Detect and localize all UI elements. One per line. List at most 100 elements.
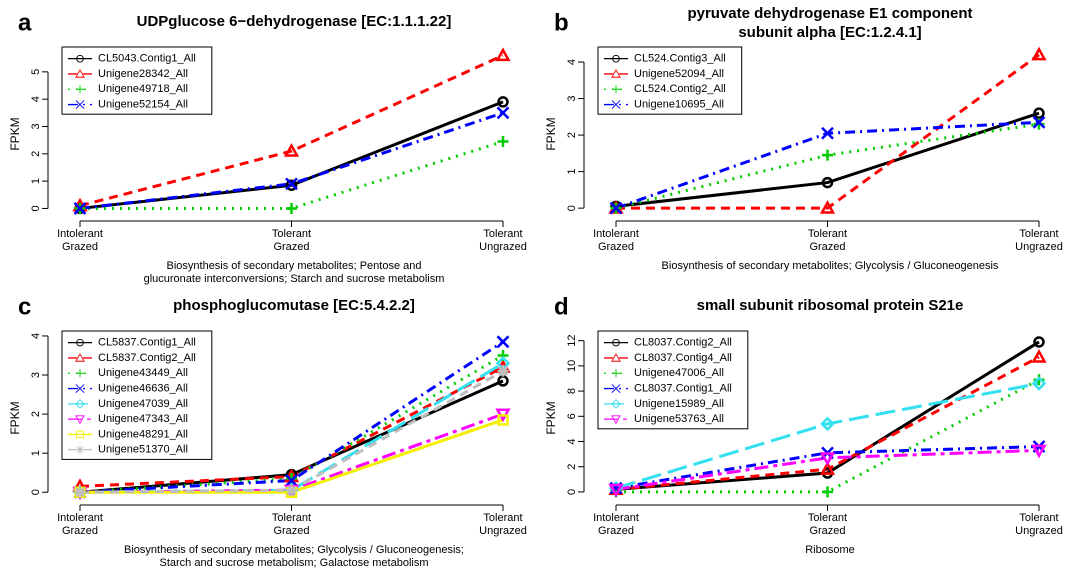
y-tick-label: 4 (566, 438, 578, 444)
chart-title: phosphoglucomutase [EC:5.4.2.2] (173, 297, 415, 314)
point-marker (1033, 336, 1045, 348)
legend-label: CL8037.Contig4_All (634, 352, 732, 364)
legend-label: Unigene53763_All (634, 413, 724, 425)
legend-label: CL5837.Contig1_All (98, 337, 196, 349)
series-line (79, 340, 504, 494)
point-marker (819, 452, 836, 466)
point-marker (285, 474, 298, 487)
y-tick-label: 2 (566, 464, 578, 470)
y-tick-label: 2 (30, 151, 42, 157)
y-tick-label: 0 (30, 205, 42, 211)
y-tick-label: 8 (566, 388, 578, 394)
point-marker (497, 136, 509, 148)
legend-marker (75, 100, 85, 109)
legend-label: CL524.Contig3_All (634, 53, 726, 65)
legend-marker (611, 352, 621, 362)
point-marker (821, 176, 834, 189)
y-tick-label: 2 (566, 132, 578, 138)
x-axis-label: Biosynthesis of secondary metabolites; G… (124, 544, 464, 568)
x-tick-label: Tolerant Grazed (808, 512, 847, 537)
point-marker (73, 202, 87, 215)
legend-marker (611, 384, 621, 393)
legend-box (597, 330, 749, 430)
point-marker (496, 335, 510, 349)
y-tick-label: 4 (30, 96, 42, 102)
series-line (79, 54, 504, 208)
point-marker (1031, 46, 1047, 61)
point-marker (74, 486, 86, 498)
y-axis-label: FPKM (544, 117, 558, 150)
x-tick-label: Tolerant Ungrazed (1015, 228, 1063, 253)
y-axis-label: FPKM (544, 401, 558, 434)
legend-marker (611, 369, 621, 378)
y-tick-label: 6 (566, 413, 578, 419)
panel: c phosphoglucomutase [EC:5.4.2.2] FPKM 0 1 2 3… (8, 293, 527, 568)
x-tick-label: Tolerant Grazed (272, 512, 311, 537)
x-tick-label: Tolerant Ungrazed (1015, 512, 1063, 537)
x-tick-label: Tolerant Ungrazed (479, 228, 527, 253)
x-tick-label: Tolerant Grazed (272, 228, 311, 253)
series-line (615, 111, 1040, 208)
point-marker (497, 96, 509, 108)
x-axis-label: Biosynthesis of secondary metabolites; P… (144, 260, 445, 285)
y-tick-label: 1 (566, 169, 578, 175)
x-tick-label: Intolerant Grazed (57, 512, 103, 537)
legend-label: CL5837.Contig2_All (98, 352, 196, 364)
legend-marker (76, 338, 84, 347)
legend-marker (611, 68, 621, 78)
legend-marker (75, 68, 85, 78)
legend-label: CL524.Contig2_All (634, 83, 726, 95)
x-tick-label: Tolerant Ungrazed (479, 512, 527, 537)
legend-box (61, 330, 213, 460)
y-tick-label: 5 (30, 69, 42, 75)
point-marker (822, 149, 833, 161)
chart-title: UDPglucose 6−dehydrogenase [EC:1.1.1.22] (137, 13, 452, 30)
x-tick-label: Tolerant Grazed (808, 228, 847, 253)
x-tick-label: Intolerant Grazed (57, 228, 103, 253)
legend-label: Unigene48291_All (98, 428, 188, 440)
series-line (615, 382, 1040, 490)
point-marker (497, 414, 509, 426)
y-tick-label: 1 (30, 178, 42, 184)
legend-marker (611, 85, 621, 94)
legend-label: Unigene15989_All (634, 398, 724, 410)
x-axis-label: Biosynthesis of secondary metabolites; G… (662, 260, 999, 272)
series-line (615, 122, 1040, 210)
panel: d small subunit ribosomal protein S21e FPK… (544, 293, 1063, 556)
y-tick-label: 4 (30, 333, 42, 339)
y-tick-label: 12 (566, 335, 578, 347)
legend-marker (75, 384, 85, 393)
x-tick-label: Intolerant Grazed (593, 228, 639, 253)
point-marker (819, 200, 836, 214)
point-marker (497, 365, 509, 377)
point-marker (822, 486, 833, 498)
point-marker (1033, 107, 1045, 119)
y-tick-label: 2 (30, 411, 42, 417)
legend-label: Unigene52094_All (634, 68, 724, 80)
legend-marker (612, 54, 620, 63)
point-marker (286, 202, 297, 214)
x-axis-label: Ribosome (805, 544, 855, 556)
x-tick-label: Intolerant Grazed (593, 512, 639, 537)
panel-letter: c (18, 293, 31, 320)
legend-label: Unigene49718_All (98, 83, 188, 95)
point-marker (495, 47, 511, 62)
y-tick-label: 4 (566, 59, 578, 65)
legend-marker (611, 100, 621, 109)
legend-label: Unigene52154_All (98, 98, 188, 110)
legend-marker (75, 85, 85, 94)
legend-marker (75, 369, 85, 378)
y-axis-label: FPKM (8, 117, 22, 150)
legend-marker (612, 338, 620, 347)
point-marker (608, 483, 624, 498)
y-tick-label: 3 (30, 123, 42, 129)
legend-label: Unigene28342_All (98, 68, 188, 80)
point-marker (285, 177, 298, 191)
y-tick-label: 0 (30, 489, 42, 495)
panel-letter: d (554, 293, 569, 320)
legend-marker (76, 430, 84, 439)
point-marker (496, 106, 510, 120)
y-tick-label: 10 (566, 360, 578, 372)
legend-label: Unigene43449_All (98, 367, 188, 379)
